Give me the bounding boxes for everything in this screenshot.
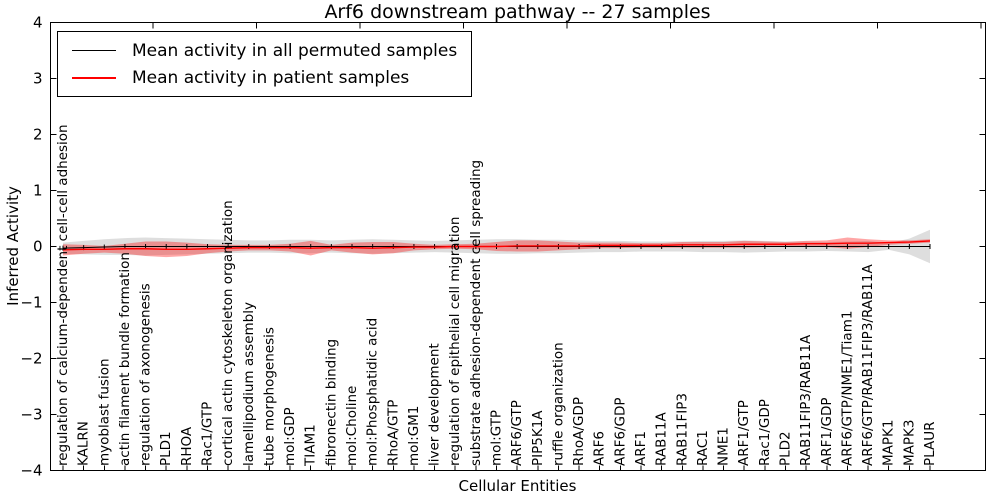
legend: Mean activity in all permuted samples Me… [57, 31, 473, 97]
y-tick-label: −4 [20, 462, 42, 480]
x-tick-label: ARF6/GTP/NME1/Tiam1 [839, 311, 855, 466]
x-tick-label: ARF1/GTP [736, 400, 752, 466]
legend-item-permuted: Mean activity in all permuted samples [64, 37, 457, 64]
y-tick-label: −1 [20, 294, 42, 312]
x-tick-label: regulation of epithelial cell migration [447, 217, 463, 466]
x-tick-label: PIP5K1A [530, 410, 546, 466]
x-tick-label: RhoA/GTP [385, 400, 401, 466]
x-tick-label: actin filament bundle formation [117, 252, 133, 466]
x-tick-label: PLD1 [158, 431, 174, 466]
y-tick-label: −3 [20, 406, 42, 424]
x-tick-label: PLAUR [922, 422, 938, 466]
x-tick-label: regulation of axonogenesis [138, 283, 154, 466]
x-tick-label: ARF6/GTP [509, 400, 525, 466]
x-tick-label: Rac1/GDP [757, 399, 773, 466]
x-tick-label: TIAM1 [303, 424, 319, 467]
x-tick-label: ARF6/GTP/RAB11FIP3/RAB11A [860, 264, 876, 466]
legend-line-sample-black-icon [72, 50, 116, 51]
x-tick-label: mol:GTP [489, 410, 505, 466]
x-tick-label: NME1 [716, 427, 732, 466]
x-tick-label: Rac1/GTP [200, 402, 216, 466]
y-axis-label: Inferred Activity [4, 186, 22, 306]
x-tick-label: RhoA/GDP [571, 397, 587, 466]
x-tick-label: MAPK3 [901, 420, 917, 466]
patient-mean-line [62, 240, 931, 251]
x-tick-label: ARF1/GDP [819, 397, 835, 466]
x-tick-label: RAB11A [654, 411, 670, 466]
x-tick-label: mol:Phosphatidic acid [365, 318, 381, 466]
x-axis-label: Cellular Entities [458, 477, 577, 495]
x-tick-label: PLD2 [778, 431, 794, 466]
x-tick-label: ARF6 [592, 431, 608, 466]
y-tick-label: −2 [20, 350, 42, 368]
y-tick-label: 4 [33, 14, 43, 32]
x-tick-label: myoblast fusion [96, 358, 112, 466]
x-tick-label: RHOA [179, 426, 195, 466]
x-tick-label: liver development [427, 343, 443, 466]
x-tick-label: MAPK1 [881, 420, 897, 466]
x-tick-label: mol:GM1 [406, 406, 422, 466]
y-tick-label: 3 [33, 70, 43, 88]
x-tick-label: mol:GDP [282, 407, 298, 466]
x-tick-label: ruffle organization [550, 342, 566, 466]
legend-label-permuted: Mean activity in all permuted samples [132, 40, 458, 61]
x-tick-label: RAC1 [695, 430, 711, 466]
x-tick-label: RAB11FIP3 [674, 393, 690, 466]
x-tick-label: mol:Choline [344, 386, 360, 466]
legend-item-patient: Mean activity in patient samples [64, 64, 457, 91]
x-tick-label: fibronectin binding [323, 339, 339, 466]
x-tick-label: substrate adhesion-dependent cell spread… [468, 160, 484, 466]
chart-title: Arf6 downstream pathway -- 27 samples [324, 1, 711, 23]
x-tick-label: RAB11FIP3/RAB11A [798, 334, 814, 466]
y-tick-label: 1 [33, 182, 43, 200]
legend-line-sample-red-icon [72, 76, 116, 79]
y-tick-label: 2 [33, 126, 43, 144]
x-tick-label: KALRN [76, 421, 92, 466]
legend-label-patient: Mean activity in patient samples [132, 67, 410, 88]
y-tick-label: 0 [33, 238, 43, 256]
x-tick-label: cortical actin cytoskeleton organization [220, 200, 236, 466]
x-tick-label: tube morphogenesis [261, 327, 277, 466]
x-tick-label: ARF6/GDP [612, 397, 628, 466]
x-tick-label: regulation of calcium-dependent cell-cel… [55, 124, 71, 466]
x-tick-label: ARF1 [633, 431, 649, 466]
x-tick-label: lamellipodium assembly [241, 302, 257, 466]
